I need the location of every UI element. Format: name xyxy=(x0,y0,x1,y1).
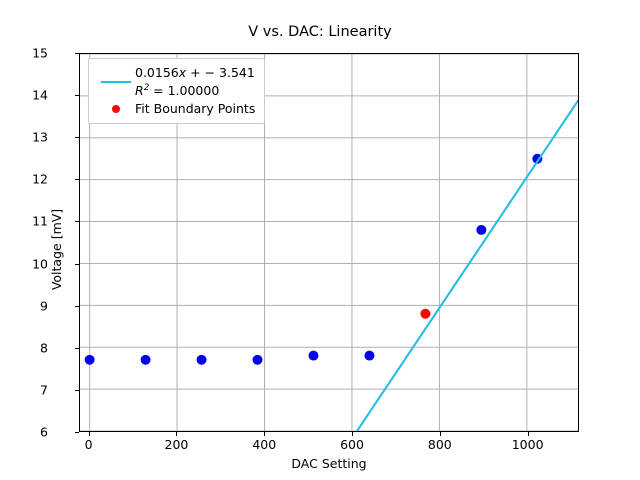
x-tick-mark xyxy=(264,432,266,436)
data-layer xyxy=(84,99,578,431)
y-tick-label: 13 xyxy=(32,129,48,145)
x-tick-label: 0 xyxy=(84,437,93,452)
chart-legend: 0.0156x + − 3.541 R2 = 1.00000 Fit Bound… xyxy=(88,58,266,125)
x-tick-label: 400 xyxy=(252,437,277,452)
x-tick-label: 200 xyxy=(164,437,189,452)
y-tick-label: 14 xyxy=(32,87,48,103)
fit-line-swatch-icon xyxy=(97,80,135,83)
x-tick-mark xyxy=(352,432,354,436)
y-tick-label: 11 xyxy=(32,213,48,229)
y-tick-mark xyxy=(75,389,79,391)
y-tick-mark xyxy=(75,347,79,349)
y-tick-mark xyxy=(75,263,79,265)
y-tick-mark xyxy=(75,221,79,223)
y-tick-label: 9 xyxy=(40,298,48,314)
chart-title: V vs. DAC: Linearity xyxy=(248,24,392,40)
x-axis-label: DAC Setting xyxy=(291,456,367,471)
y-tick-label: 7 xyxy=(40,382,48,398)
y-tick-label: 6 xyxy=(40,424,48,440)
x-tick-mark xyxy=(439,432,441,436)
y-tick-mark xyxy=(75,179,79,181)
x-tick-label: 600 xyxy=(340,437,364,452)
y-tick-mark xyxy=(75,137,79,139)
legend-boundary-label: Fit Boundary Points xyxy=(135,100,256,116)
y-axis-label: Voltage [mV] xyxy=(49,208,64,291)
y-tick-label: 15 xyxy=(32,45,48,61)
x-tick-mark xyxy=(527,432,529,436)
legend-fit-equation: 0.0156x + − 3.541 xyxy=(135,65,255,80)
y-tick-mark xyxy=(75,432,79,433)
y-tick-label: 12 xyxy=(32,171,48,187)
legend-entry-fit: 0.0156x + − 3.541 R2 = 1.00000 xyxy=(97,64,255,100)
y-tick-mark xyxy=(75,53,79,54)
legend-entry-boundary: Fit Boundary Points xyxy=(97,100,255,118)
boundary-dot-swatch-icon xyxy=(97,104,135,113)
grid-lines xyxy=(80,54,578,431)
y-tick-label: 8 xyxy=(40,340,48,356)
legend-r-squared: R2 = 1.00000 xyxy=(135,82,220,98)
x-tick-mark xyxy=(88,432,90,436)
x-tick-label: 1000 xyxy=(511,437,544,452)
x-tick-label: 800 xyxy=(427,437,452,452)
x-tick-mark xyxy=(176,432,178,436)
y-tick-label: 10 xyxy=(32,256,48,272)
y-tick-mark xyxy=(75,305,79,307)
y-tick-mark xyxy=(75,95,79,97)
